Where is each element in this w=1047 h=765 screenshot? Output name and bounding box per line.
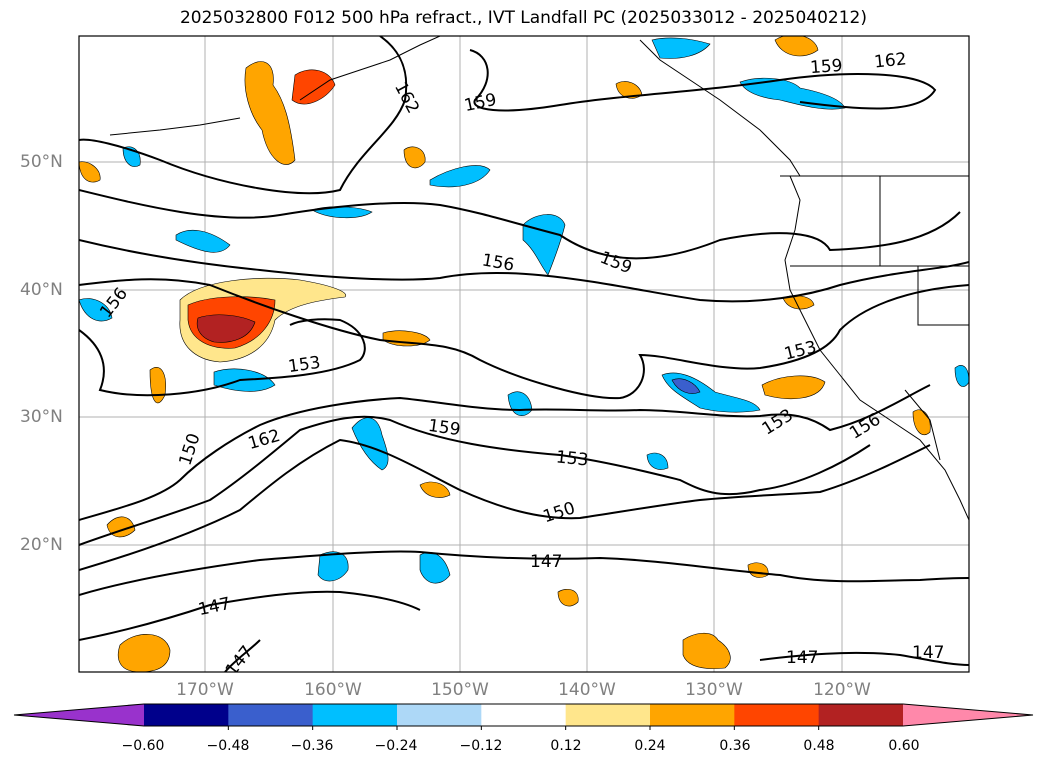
lat-label: 40°N [20, 280, 63, 300]
colorbar-segment [144, 704, 229, 726]
cold-blob-top [651, 37, 711, 59]
contour-label: 153 [759, 405, 797, 439]
warm-blob-sub1 [419, 481, 451, 498]
colorbar-segment [312, 704, 398, 726]
colorbar-segment [565, 704, 651, 726]
cold-blob-nw [175, 229, 231, 253]
lon-label: 170°W [176, 680, 234, 700]
warm-blob-ne [774, 36, 819, 57]
contour-label: 159 [597, 248, 635, 279]
colorbar-segment [228, 704, 314, 726]
contour-label: 150 [541, 498, 578, 527]
coastlines [109, 36, 969, 521]
cold-blob-gulf [429, 165, 491, 188]
colorbar-tick-label: −0.60 [121, 738, 165, 754]
contour-label: 162 [390, 79, 423, 117]
colorbar-tick-label: −0.48 [206, 738, 250, 754]
map-plot-area: 162 159 162 159 156 159 156 153 153 153 … [79, 36, 969, 672]
contour-label: 159 [462, 90, 498, 116]
colorbar-extend-max [903, 704, 1033, 726]
cold-blob-e3 [954, 365, 969, 387]
cold-blob-mid3 [507, 391, 533, 417]
lon-label: 150°W [431, 680, 489, 700]
warm-blob-mexico [912, 409, 931, 436]
contour-label: 147 [196, 594, 232, 620]
warm-blob-gulf2 [403, 146, 426, 169]
positive-anomaly-fills [79, 36, 931, 672]
graticule [79, 36, 969, 672]
refractivity-contours [79, 36, 969, 672]
cold-blob-sub [646, 452, 669, 470]
lon-label: 130°W [685, 680, 743, 700]
warm-blob-gulf-alaska [244, 61, 296, 165]
warm-blob-s3 [747, 562, 769, 578]
cold-blob-s2 [419, 552, 451, 584]
colorbar-tick-label: −0.24 [374, 738, 418, 754]
lon-label: 140°W [558, 680, 616, 700]
cold-blob-s [317, 551, 349, 582]
cold-blob-bc [739, 77, 846, 110]
lat-label: 50°N [20, 152, 63, 172]
colorbar-segment [818, 704, 904, 726]
warm-blob-baja [761, 375, 826, 400]
map-title: 2025032800 F012 500 hPa refract., IVT La… [179, 8, 867, 28]
warm-blob-w2 [79, 161, 101, 183]
contour-label: 156 [480, 250, 515, 275]
contour-label: 159 [427, 416, 462, 440]
colorbar-outline [13, 703, 1034, 727]
colorbar-tick-label: −0.12 [459, 738, 503, 754]
warm-blob-s2 [557, 589, 579, 607]
colorbar [13, 703, 1034, 730]
lon-label: 120°W [813, 680, 871, 700]
lat-label: 20°N [20, 535, 63, 555]
contour-label: 162 [873, 49, 907, 72]
contour-label: 156 [846, 409, 884, 443]
negative-anomaly-fills [79, 37, 969, 584]
colorbar-tick-label: 0.36 [719, 738, 751, 754]
contour-labels: 162 159 162 159 156 159 156 153 153 153 … [96, 49, 944, 672]
colorbar-tick-label: 0.24 [634, 738, 666, 754]
contour-label: 147 [786, 648, 818, 668]
cold-blob-w [79, 298, 113, 322]
lat-label: 30°N [20, 407, 63, 427]
colorbar-tick-label: 0.48 [803, 738, 835, 754]
contour-label: 147 [530, 552, 562, 572]
colorbar-tick-label: 0.12 [550, 738, 582, 754]
colorbar-segment [481, 704, 567, 726]
warm-blob-se [682, 632, 731, 669]
colorbar-segment [734, 704, 820, 726]
cold-blob-ew [671, 378, 701, 394]
contour-label: 159 [809, 56, 843, 78]
colorbar-tick-label: 0.60 [888, 738, 920, 754]
map-frame [78, 35, 970, 673]
cold-blob-mid-pacific [522, 214, 566, 276]
contour-label: 153 [555, 447, 589, 470]
warm-blob-south [117, 634, 171, 672]
warm-blob-center [196, 314, 256, 343]
cold-blob-hawaii-ne [351, 417, 389, 471]
colorbar-tick-label: −0.36 [290, 738, 334, 754]
warm-blob-w1 [149, 367, 166, 404]
colorbar-segment [650, 704, 735, 726]
lon-label: 160°W [304, 680, 362, 700]
contour-label: 153 [782, 337, 818, 364]
contour-label: 147 [912, 643, 944, 663]
colorbar-extend-min [14, 704, 144, 726]
colorbar-segment [397, 704, 482, 726]
warm-blob-nw [291, 69, 336, 105]
contour-label: 153 [287, 353, 322, 377]
